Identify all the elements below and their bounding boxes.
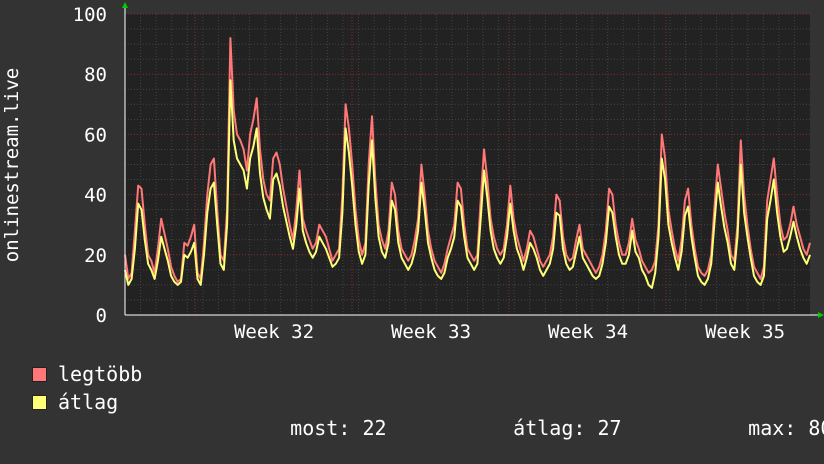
chart-root: 0 20 40 60 80 100 Week 32 Week 33 Week 34 Week 3… bbox=[1, 2, 824, 440]
y-tick-label: 80 bbox=[84, 64, 107, 86]
y-axis-label: onlinestream.live bbox=[1, 68, 23, 262]
y-tick-label: 60 bbox=[84, 124, 107, 146]
y-axis-arrow bbox=[122, 2, 128, 8]
y-tick-label: 20 bbox=[84, 245, 107, 267]
series-line-avg bbox=[124, 79, 811, 289]
x-tick-label: Week 32 bbox=[234, 321, 314, 343]
stat-avg-value: 27 bbox=[597, 416, 622, 440]
y-tick-label: 0 bbox=[96, 305, 107, 327]
series-layer bbox=[124, 37, 811, 289]
legend-swatch-max bbox=[32, 367, 47, 382]
axis-layer bbox=[122, 2, 824, 318]
stat-max: max: 80 bbox=[700, 392, 824, 464]
legend-label-avg: átlag bbox=[58, 390, 119, 414]
y-tick-label: 40 bbox=[84, 185, 107, 207]
x-tick-label: Week 33 bbox=[391, 321, 471, 343]
stat-avg: átlag: 27 bbox=[465, 392, 622, 464]
legend-swatch-avg bbox=[32, 395, 47, 410]
y-tick-label: 100 bbox=[73, 4, 107, 26]
x-tick-labels: Week 32 Week 33 Week 34 Week 35 bbox=[234, 321, 785, 343]
stat-now-value: 22 bbox=[362, 416, 387, 440]
x-tick-label: Week 35 bbox=[705, 321, 785, 343]
series-line-max bbox=[124, 37, 811, 283]
y-tick-labels: 0 20 40 60 80 100 bbox=[73, 4, 107, 327]
legend-label-max: legtöbb bbox=[58, 362, 143, 386]
stat-now-label: most: bbox=[290, 416, 351, 440]
x-tick-label: Week 34 bbox=[548, 321, 628, 343]
x-axis-arrow bbox=[818, 312, 824, 318]
stat-max-value: 80 bbox=[808, 416, 824, 440]
stat-now: most: 22 bbox=[242, 392, 387, 464]
stat-max-label: max: bbox=[748, 416, 797, 440]
stat-avg-label: átlag: bbox=[513, 416, 586, 440]
